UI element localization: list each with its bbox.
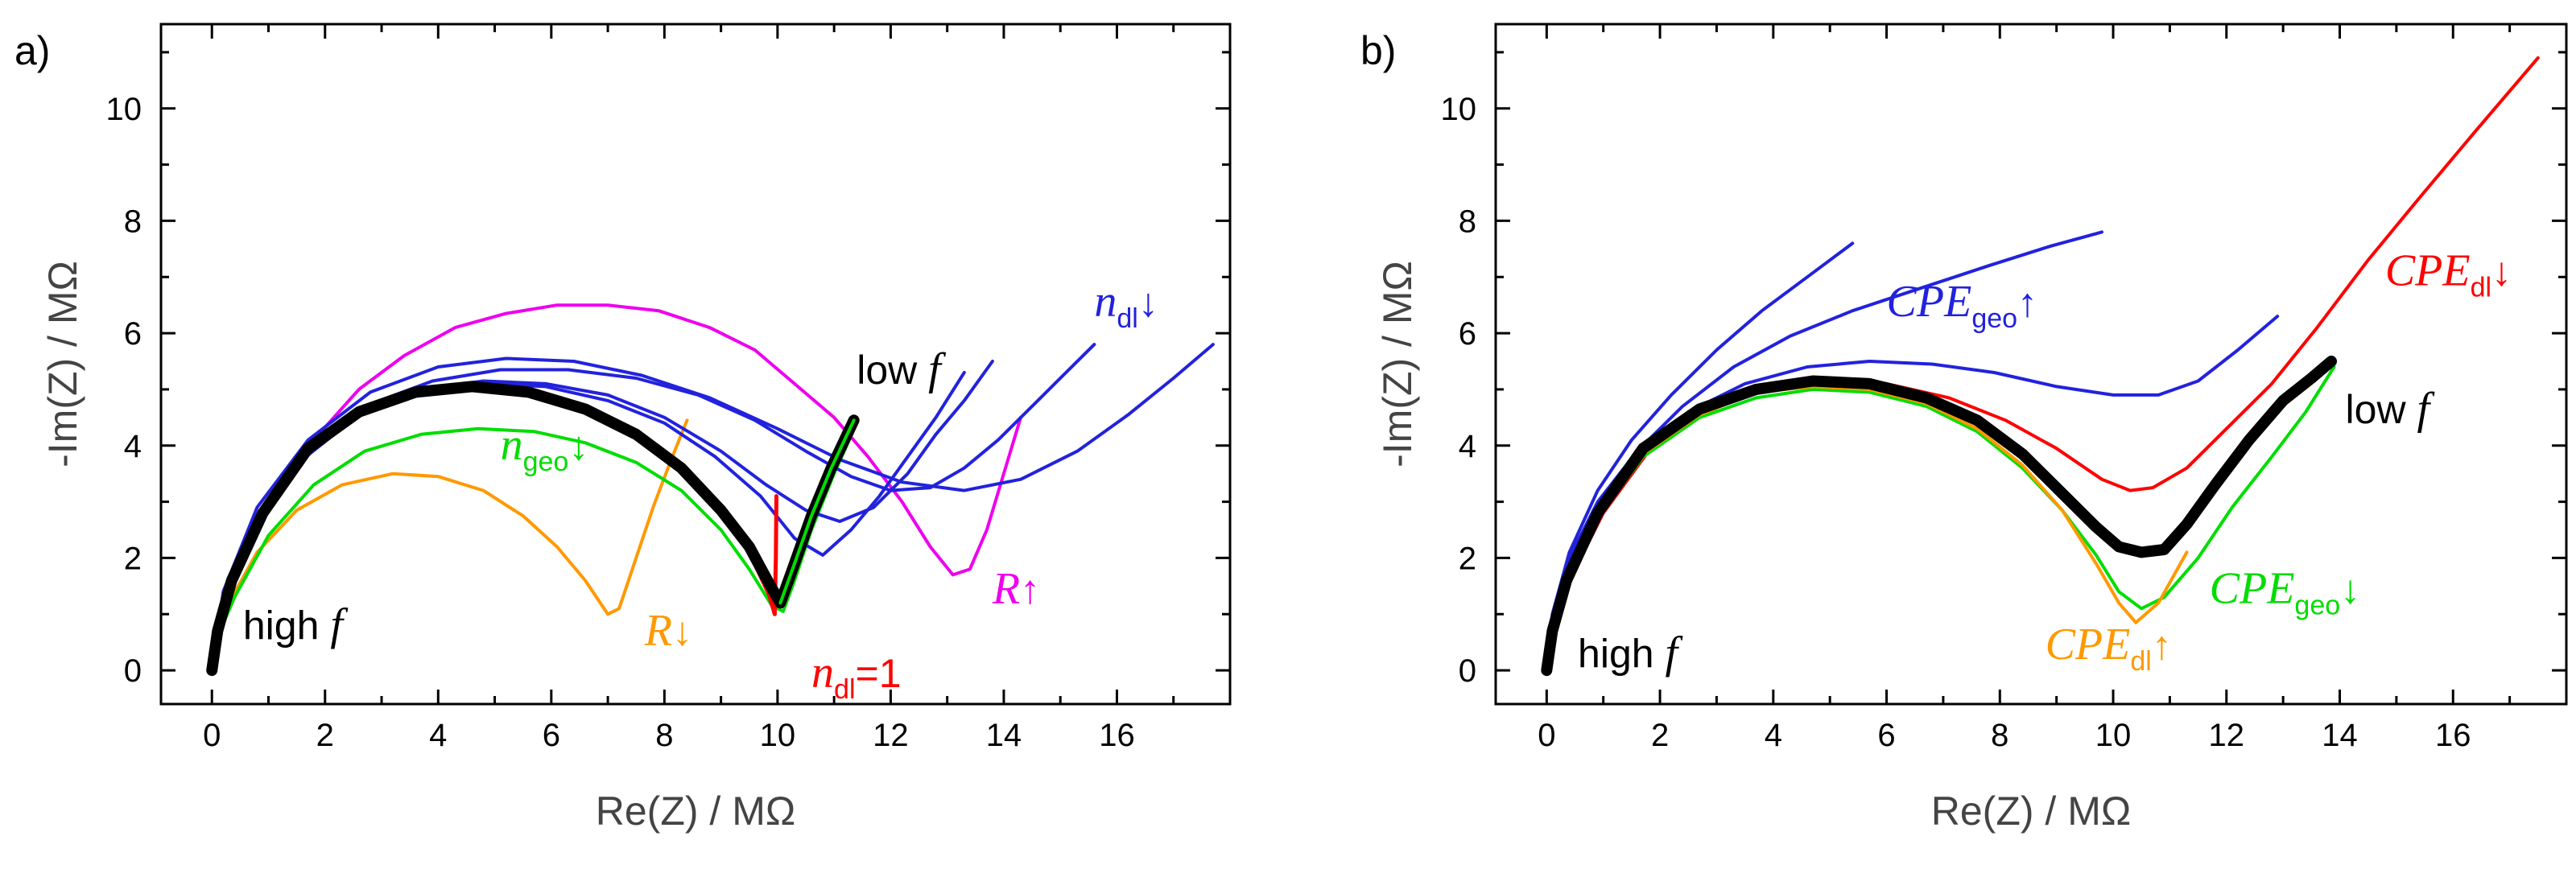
- x-axis-label: Re(Z) / MΩ: [1931, 789, 2131, 834]
- x-tick-label: 6: [543, 718, 560, 753]
- annotation: high f: [243, 600, 349, 650]
- y-tick-label: 10: [106, 92, 142, 127]
- y-tick-label: 6: [124, 316, 142, 352]
- annotation: low f: [2346, 384, 2436, 434]
- y-tick-label: 4: [1459, 429, 1476, 464]
- y-tick-label: 10: [1441, 92, 1477, 127]
- panel-b: b) 0 2 4 6 8 10 12 14 16 0 2 4 6 8 10 Re(Z) / MΩ -Im(Z) /…: [1360, 23, 2568, 834]
- x-tick-label: 16: [2435, 718, 2471, 753]
- plot-frame: [1494, 23, 2568, 706]
- annotation: CPEdl↓: [2385, 246, 2512, 303]
- series-line-cpe-geo-: [1545, 365, 2336, 673]
- annotation: high f: [1578, 628, 1683, 678]
- series-line-cpe-geo-2-: [1545, 230, 2103, 673]
- x-tick-label: 14: [986, 718, 1022, 753]
- y-tick-label: 8: [1459, 204, 1476, 239]
- series-line-reference-highlight: [778, 418, 856, 605]
- y-tick-label: 8: [124, 204, 142, 239]
- x-tick-label: 4: [1765, 718, 1782, 753]
- series-line-cpe-dl-: [1545, 56, 2540, 673]
- panel-label: a): [14, 28, 50, 73]
- y-tick-label: 4: [124, 429, 142, 464]
- series-line-cpe-geo-1-: [1545, 241, 1855, 673]
- y-axis-label: -Im(Z) / MΩ: [40, 261, 85, 467]
- x-tick-label: 10: [760, 718, 796, 753]
- panel-label: b): [1360, 28, 1396, 73]
- annotation: CPEgeo↑: [1887, 277, 2038, 334]
- series-line-r-: [210, 418, 689, 673]
- annotation: ngeo↓: [501, 420, 589, 477]
- x-tick-label: 10: [2095, 718, 2132, 753]
- series-line-reference: [1541, 356, 2337, 677]
- x-tick-label: 2: [1651, 718, 1669, 753]
- plot-frame: [159, 23, 1232, 706]
- series-group: [1541, 56, 2540, 677]
- x-tick-label: 8: [655, 718, 673, 753]
- y-tick-label: 6: [1459, 316, 1476, 352]
- y-tick-label: 0: [1459, 653, 1476, 689]
- series-group: [206, 303, 1215, 677]
- x-tick-label: 12: [873, 718, 909, 753]
- x-tick-label: 0: [1538, 718, 1555, 753]
- panel-a: a) 0 2 4 6 8 10 12 14 16 0 2 4 6 8 10 Re(Z) / MΩ -Im(Z) /…: [14, 23, 1232, 834]
- x-tick-label: 6: [1877, 718, 1895, 753]
- x-tick-label: 2: [316, 718, 334, 753]
- y-tick-label: 0: [124, 653, 142, 689]
- series-line-n-dl-3-: [210, 343, 1215, 673]
- x-tick-label: 14: [2322, 718, 2358, 753]
- x-tick-label: 4: [429, 718, 447, 753]
- annotation: ndl=1: [811, 648, 901, 705]
- y-tick-label: 2: [1459, 541, 1476, 576]
- annotation: CPEgeo↓: [2210, 563, 2361, 620]
- series-line-cpe-geo-3-: [1545, 315, 2280, 673]
- x-tick-label: 8: [1991, 718, 2008, 753]
- x-tick-label: 12: [2209, 718, 2245, 753]
- series-line-n-geo-: [210, 421, 859, 673]
- x-tick-label: 0: [203, 718, 221, 753]
- x-axis-label: Re(Z) / MΩ: [596, 789, 795, 834]
- y-tick-label: 2: [124, 541, 142, 576]
- annotation: low f: [857, 344, 947, 394]
- x-tick-label: 16: [1099, 718, 1135, 753]
- annotation: CPEdl↑: [2046, 620, 2172, 677]
- y-axis-label: -Im(Z) / MΩ: [1375, 261, 1420, 467]
- annotation: R↓: [644, 606, 692, 656]
- annotation: R↑: [992, 563, 1040, 613]
- annotation: ndl↓: [1094, 277, 1158, 334]
